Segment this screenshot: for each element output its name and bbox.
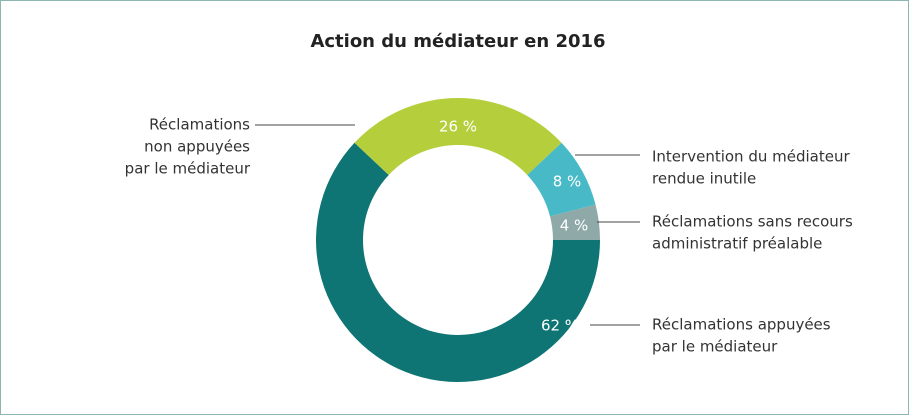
donut-slice [527,142,596,217]
value-label: 4 % [560,217,589,235]
value-label: 26 % [439,118,477,136]
slice-label: Réclamations [149,116,250,134]
slice-label: administratif préalable [652,235,822,253]
donut-slice [550,204,600,240]
chart-title: Action du médiateur en 2016 [310,31,605,52]
slice-label: par le médiateur [125,160,251,178]
donut-slice [315,142,600,383]
slice-label: Réclamations sans recours [652,213,853,231]
slice-label: rendue inutile [652,170,756,188]
slice-label: non appuyées [144,138,250,156]
value-label: 62 % [541,317,579,335]
slice-label: Intervention du médiateur [652,148,850,166]
value-label: 8 % [553,173,582,191]
slice-label: Réclamations appuyées [652,316,831,334]
slice-label: par le médiateur [652,338,778,356]
donut-slice [354,98,562,175]
